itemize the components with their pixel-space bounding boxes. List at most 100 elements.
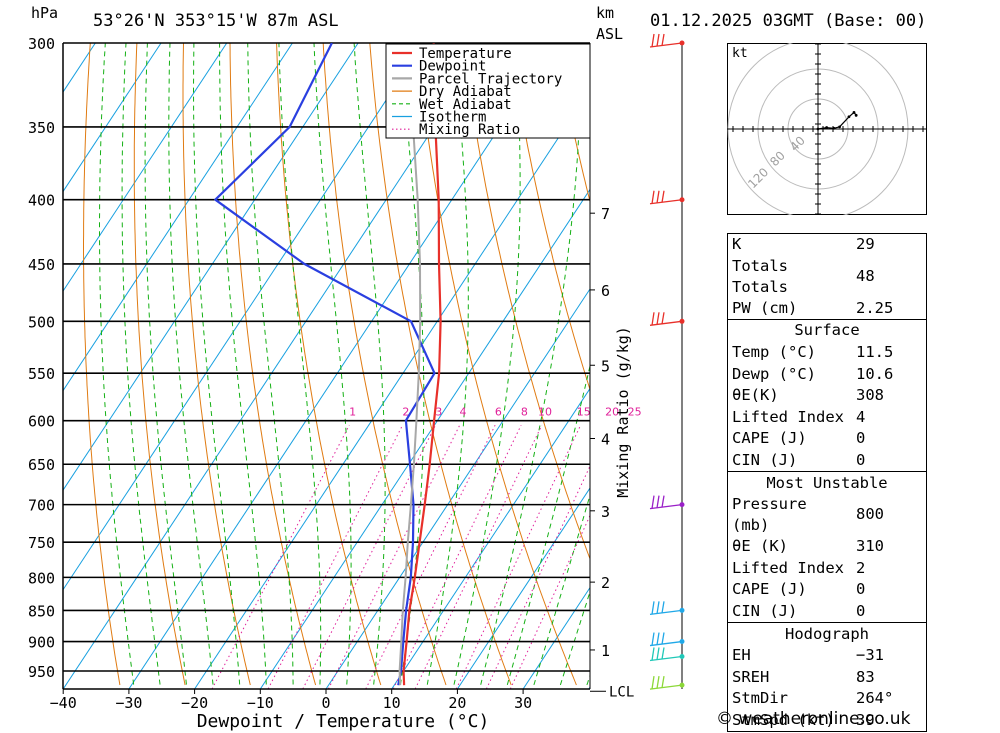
wind-barb-flag — [661, 676, 665, 689]
pressure-tick-label: 350 — [28, 119, 55, 137]
wet-adiabat-line — [353, 43, 386, 689]
pressure-tick-label: 900 — [28, 634, 55, 652]
wind-barb-flag — [656, 312, 660, 325]
mixing-ratio-label: 10 — [538, 406, 552, 419]
wind-barb-flag — [651, 676, 655, 690]
isotherm-line — [325, 288, 590, 689]
index-section: Hodograph — [727, 622, 927, 645]
mixing-ratio-label: 15 — [577, 406, 591, 419]
wind-barb — [649, 676, 685, 690]
index-section: Most Unstable — [727, 471, 927, 494]
wind-barb-flag — [656, 495, 660, 509]
mixing-ratio-line — [509, 514, 590, 689]
index-value: 39 — [856, 710, 875, 729]
lcl-label: LCL — [609, 684, 634, 700]
index-row: CIN (J) 0 — [728, 450, 927, 472]
hpa-unit-label: hPa — [31, 4, 59, 22]
index-value: 0 — [856, 429, 866, 448]
wind-barb-flag — [656, 632, 660, 646]
isotherm-line — [391, 387, 590, 689]
legend-box — [385, 43, 591, 139]
index-section-title: Hodograph — [727, 622, 927, 645]
index-value: 10.6 — [856, 364, 894, 383]
index-row: PW (cm) 2.25 — [728, 298, 927, 320]
wet-adiabat-line — [505, 363, 590, 689]
wind-barb-flag — [661, 601, 665, 614]
wind-barb-flag — [651, 601, 655, 615]
dry-adiabat-line — [229, 43, 317, 686]
wind-barb-flag — [651, 632, 655, 646]
isotherm-line — [63, 43, 359, 492]
index-label: SREH — [732, 667, 770, 686]
wet-adiabat-line — [193, 43, 241, 689]
mixing-ratio-label: 1 — [349, 406, 356, 419]
wind-barb — [649, 312, 685, 326]
wet-adiabat-line — [247, 43, 294, 689]
pressure-tick-label: 750 — [28, 534, 55, 552]
wind-barb-flag — [661, 312, 665, 325]
index-section-title: Most Unstable — [727, 471, 927, 494]
height-tick-label: 7 — [601, 205, 610, 223]
wind-barb-shaft — [649, 199, 683, 205]
wind-barb-flag — [651, 495, 655, 509]
pressure-tick-label: 600 — [28, 413, 55, 431]
index-value: 264° — [856, 689, 894, 708]
temperature-tick-label: −30 — [115, 694, 142, 712]
height-tick-label: 3 — [601, 503, 610, 521]
dry-adiabat-line — [133, 43, 186, 686]
index-value: 48 — [856, 267, 875, 286]
legend-item-label: Temperature — [419, 46, 512, 62]
index-value: 4 — [856, 407, 866, 426]
wet-adiabat-line — [479, 43, 582, 689]
wind-barb-shaft — [649, 640, 683, 647]
index-label: Pressure (mb) — [732, 494, 807, 534]
dry-adiabat-line — [369, 43, 512, 686]
wet-adiabat-line — [121, 43, 162, 689]
mixing-ratio-label: 4 — [459, 406, 466, 419]
index-value: 800 — [856, 505, 884, 524]
mixing-ratio-line — [485, 464, 590, 689]
height-tick-label: 1 — [601, 642, 610, 660]
dry-adiabat-line — [462, 43, 590, 561]
index-row: SREH 83 — [728, 667, 927, 689]
index-row: EH −31 — [728, 645, 927, 667]
legend-item-label: Dry Adiabat — [419, 84, 512, 100]
index-value: 29 — [856, 235, 875, 254]
index-value: 2 — [856, 558, 866, 577]
index-section: Surface — [727, 319, 927, 342]
legend-item-label: Dewpoint — [419, 59, 486, 75]
hodograph-point — [825, 126, 829, 129]
legend-item-label: Wet Adiabat — [419, 97, 512, 113]
index-row: StmSpd (kt) 39 — [728, 710, 927, 732]
dry-adiabat-line — [509, 43, 590, 392]
index-section-title: Surface — [727, 319, 927, 342]
pressure-tick-label: 300 — [28, 35, 55, 53]
index-label: Temp (°C) — [732, 343, 816, 362]
wind-barb-flag — [661, 632, 665, 645]
index-row: K 29 — [728, 234, 927, 256]
pressure-tick-label: 700 — [28, 497, 55, 515]
hodograph-point — [832, 126, 836, 130]
index-row: CAPE (J) 0 — [728, 428, 927, 450]
temperature-tick-label: 30 — [514, 694, 532, 712]
mixing-ratio-label: 8 — [521, 406, 528, 419]
index-value: 11.5 — [856, 343, 894, 362]
index-row: Lifted Index 4 — [728, 407, 927, 429]
hodograph-point — [838, 125, 841, 129]
indices-table: K 29 Totals Totals 48 PW (cm) 2.25 Surface Temp… — [727, 233, 927, 733]
isotherm-line — [128, 43, 556, 689]
wet-adiabat-line — [313, 43, 352, 689]
dry-adiabat-line — [929, 43, 1000, 685]
wind-barb-flag — [661, 495, 665, 508]
temperature-tick-label: 10 — [383, 694, 401, 712]
pressure-tick-label: 400 — [28, 192, 55, 210]
mixing-ratio-label: 20 — [605, 406, 619, 419]
pressure-tick-label: 850 — [28, 602, 55, 620]
mixing-ratio-line — [392, 424, 522, 689]
dry-adiabat-line — [182, 43, 251, 686]
index-label: CAPE (J) — [732, 580, 807, 599]
wind-barb-flag — [651, 647, 655, 661]
hodograph-point — [854, 113, 858, 117]
